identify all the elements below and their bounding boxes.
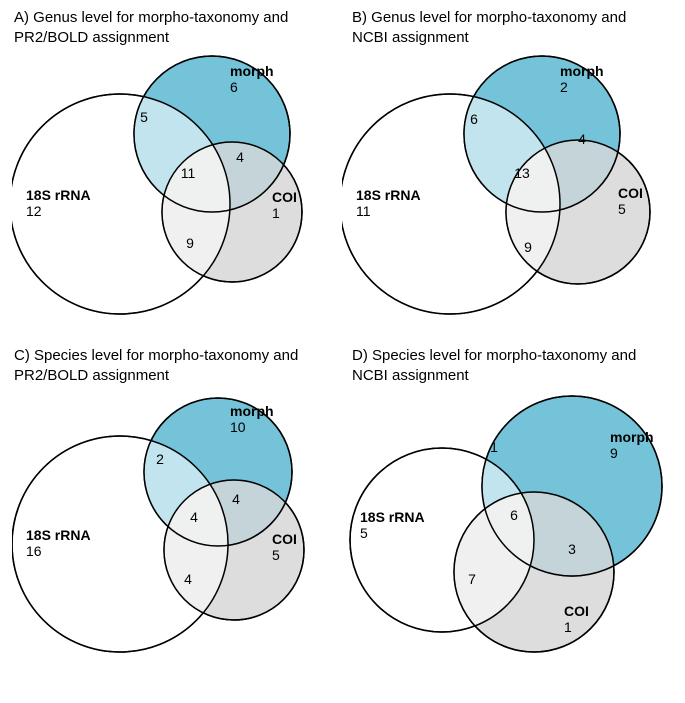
value-rrna-coi: 7 <box>468 571 476 587</box>
svg-text:1: 1 <box>272 205 280 221</box>
svg-text:2: 2 <box>560 79 568 95</box>
svg-text:COI: COI <box>564 603 589 619</box>
svg-text:morph: morph <box>560 63 604 79</box>
svg-text:18S rRNA: 18S rRNA <box>356 187 421 203</box>
svg-text:morph: morph <box>230 403 274 419</box>
venn-c: morph10 COI5 18S rRNA16 2 4 4 4 <box>12 392 342 677</box>
svg-text:morph: morph <box>230 63 274 79</box>
svg-text:5: 5 <box>618 201 626 217</box>
panel-d-title: D) Species level for morpho-taxonomy and… <box>352 346 636 385</box>
value-morph-coi: 4 <box>232 491 240 507</box>
panel-a-title: A) Genus level for morpho-taxonomy and P… <box>14 8 288 47</box>
venn-d-svg: morph9COI118S rRNA51376 <box>342 392 672 672</box>
svg-text:18S rRNA: 18S rRNA <box>26 527 91 543</box>
svg-text:1: 1 <box>564 619 572 635</box>
svg-text:16: 16 <box>26 543 42 559</box>
value-rrna-coi: 4 <box>184 571 192 587</box>
svg-text:9: 9 <box>610 445 618 461</box>
venn-b-svg: morph2 COI5 18S rRNA11 6 4 9 13 <box>342 52 672 332</box>
value-morph-rrna: 6 <box>470 111 478 127</box>
value-rrna-coi: 9 <box>524 239 532 255</box>
venn-a: morph6 COI1 18S rRNA12 5 4 9 11 <box>12 52 342 337</box>
venn-b: morph2 COI5 18S rRNA11 6 4 9 13 <box>342 52 672 337</box>
value-morph-coi: 4 <box>578 131 586 147</box>
value-morph-coi: 4 <box>236 149 244 165</box>
svg-text:10: 10 <box>230 419 246 435</box>
venn-a-svg: morph6 COI1 18S rRNA12 5 4 9 11 <box>12 52 342 332</box>
value-morph-coi: 3 <box>568 541 576 557</box>
value-morph-rrna: 2 <box>156 451 164 467</box>
value-morph-rrna: 1 <box>490 439 498 455</box>
svg-text:COI: COI <box>272 189 297 205</box>
svg-text:11: 11 <box>356 203 371 219</box>
value-all: 6 <box>510 507 518 523</box>
svg-text:18S rRNA: 18S rRNA <box>26 187 91 203</box>
panel-c-title: C) Species level for morpho-taxonomy and… <box>14 346 298 385</box>
svg-text:6: 6 <box>230 79 238 95</box>
value-morph-rrna: 5 <box>140 109 148 125</box>
svg-text:5: 5 <box>360 525 368 541</box>
value-all: 11 <box>181 165 196 181</box>
venn-c-svg: morph10 COI5 18S rRNA16 2 4 4 4 <box>12 392 342 672</box>
panel-b-title: B) Genus level for morpho-taxonomy and N… <box>352 8 626 47</box>
value-all: 13 <box>514 165 530 181</box>
svg-text:COI: COI <box>272 531 297 547</box>
svg-text:5: 5 <box>272 547 280 563</box>
value-all: 4 <box>190 509 198 525</box>
svg-text:morph: morph <box>610 429 654 445</box>
svg-text:12: 12 <box>26 203 42 219</box>
venn-d: morph9COI118S rRNA51376 <box>342 392 672 677</box>
value-rrna-coi: 9 <box>186 235 194 251</box>
svg-text:18S rRNA: 18S rRNA <box>360 509 425 525</box>
svg-text:COI: COI <box>618 185 643 201</box>
